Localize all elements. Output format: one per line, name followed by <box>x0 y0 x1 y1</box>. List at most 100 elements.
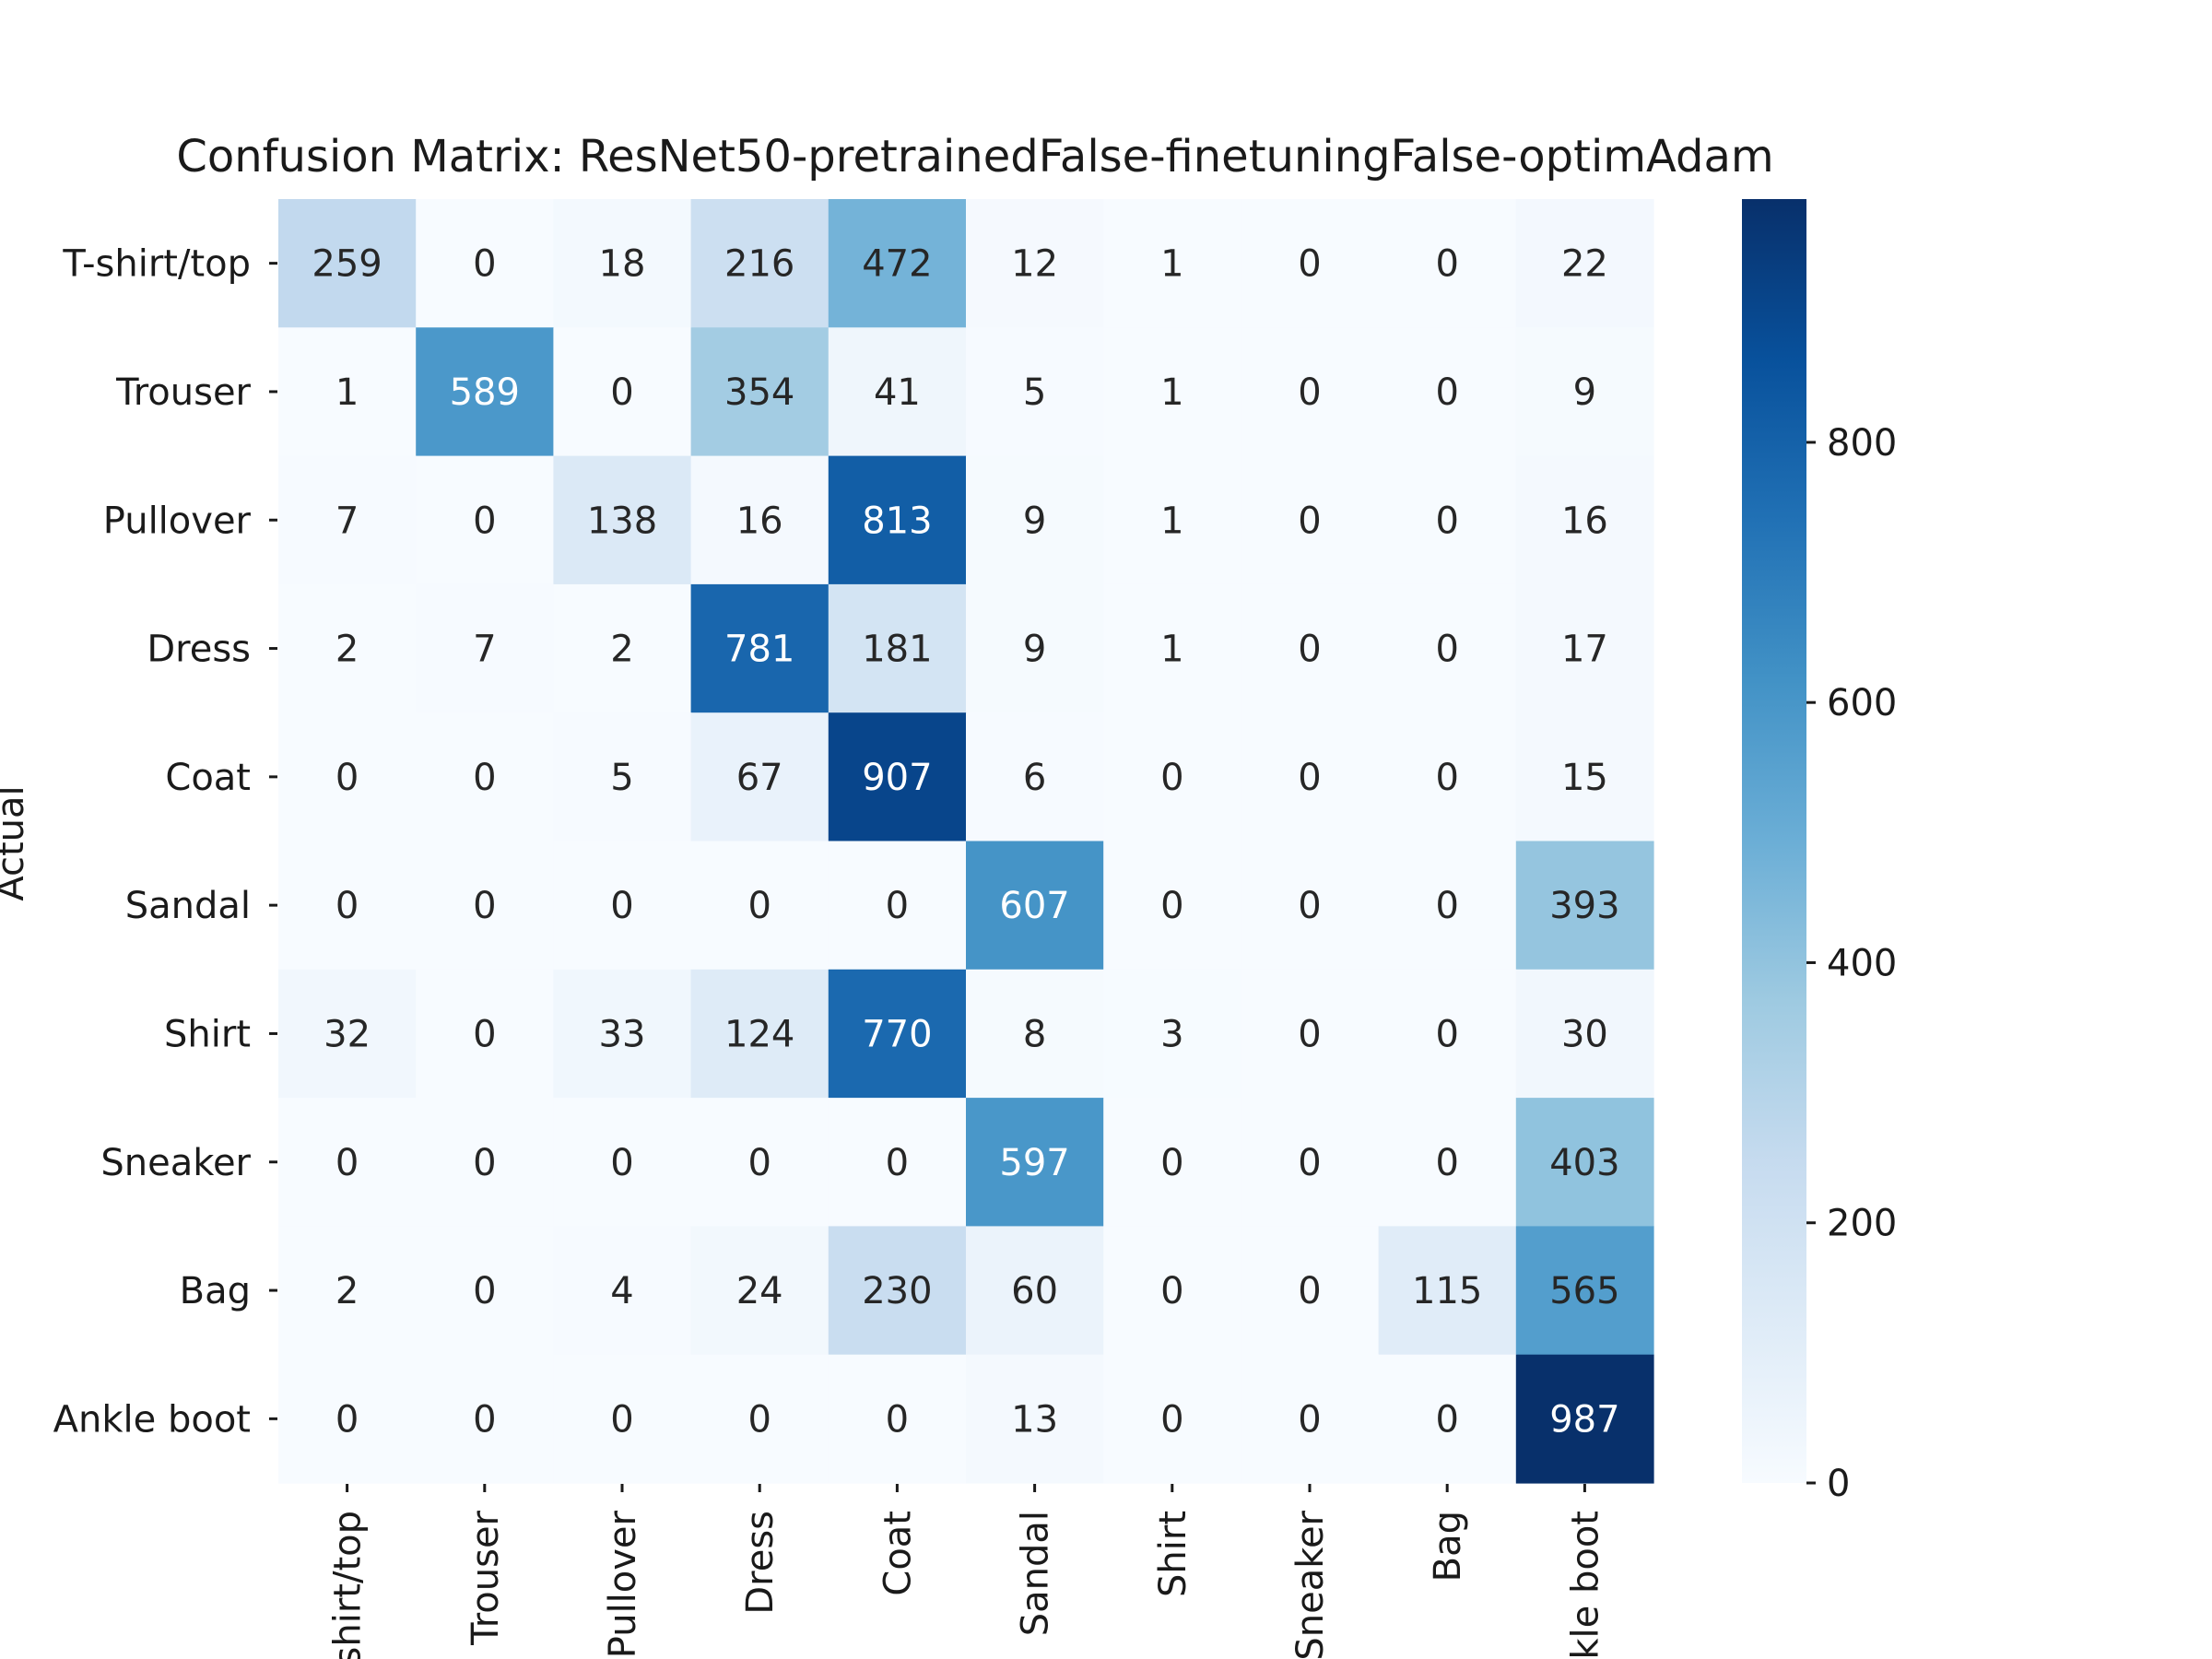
heatmap-cell <box>1241 712 1380 842</box>
row-tick-label: Trouser <box>115 371 251 414</box>
heatmap-cell <box>828 841 967 971</box>
cell-value-label: 393 <box>1549 885 1619 927</box>
cell-value-label: 0 <box>335 1142 359 1184</box>
cell-value-label: 32 <box>324 1013 371 1055</box>
cell-value-label: 9 <box>1023 500 1046 542</box>
heatmap-cell <box>1103 455 1241 585</box>
heatmap-cell <box>1103 841 1241 971</box>
heatmap-cell <box>278 1098 417 1227</box>
cell-value-label: 16 <box>1561 500 1608 542</box>
colorbar-gradient <box>1742 199 1806 1483</box>
colorbar: 0 200 400 600 800 <box>1742 199 1897 1505</box>
heatmap-cell <box>828 583 967 713</box>
cell-value-label: 4 <box>610 1270 633 1312</box>
column-tick-label: Sandal <box>1015 1511 1057 1636</box>
heatmap-cell <box>416 1098 554 1227</box>
cell-value-label: 5 <box>610 757 633 799</box>
colorbar-tick-label: 0 <box>1827 1463 1850 1505</box>
heatmap-cell <box>828 1226 967 1356</box>
heatmap-cell <box>416 199 554 328</box>
cell-value-label: 1 <box>1160 243 1183 286</box>
heatmap-cell <box>553 199 692 328</box>
cell-value-label: 8 <box>1023 1013 1046 1055</box>
row-tick-label: Ankle boot <box>53 1398 251 1441</box>
heatmap-cell <box>1515 1098 1654 1227</box>
heatmap-cell <box>1103 969 1241 1099</box>
cell-value-label: 17 <box>1561 629 1608 671</box>
cell-value-label: 2 <box>610 629 633 671</box>
cell-value-label: 589 <box>450 371 520 414</box>
heatmap-cell <box>1515 969 1654 1099</box>
heatmap-cell <box>1515 841 1654 971</box>
row-tick-label: Sneaker <box>100 1142 251 1184</box>
cell-value-label: 0 <box>1298 629 1321 671</box>
heatmap-cell <box>1103 327 1241 457</box>
heatmap-cell <box>1378 1354 1517 1484</box>
heatmap-cell <box>966 1098 1104 1227</box>
cell-value-label: 472 <box>862 243 932 286</box>
heatmap-cell <box>1103 1354 1241 1484</box>
chart-title: Confusion Matrix: ResNet50-pretrainedFal… <box>176 131 1773 182</box>
heatmap-cell <box>690 841 830 971</box>
heatmap-cell <box>416 583 554 713</box>
column-tick-label: Ankle boot <box>1564 1511 1606 1659</box>
heatmap-cell <box>690 1354 830 1484</box>
heatmap-cell <box>553 969 692 1099</box>
heatmap-cell <box>1378 199 1517 328</box>
heatmap-cell <box>828 455 967 585</box>
column-tick-label: Coat <box>877 1511 919 1596</box>
heatmap-cell <box>966 841 1104 971</box>
heatmap-cell <box>690 327 830 457</box>
row-tick-label: Pullover <box>103 500 252 542</box>
cell-value-label: 0 <box>473 885 496 927</box>
cell-value-label: 2 <box>335 1270 359 1312</box>
heatmap-cell <box>1515 1226 1654 1356</box>
cell-value-label: 0 <box>1298 500 1321 542</box>
heatmap-cell <box>1103 1098 1241 1227</box>
heatmap-cell <box>1103 199 1241 328</box>
cell-value-label: 770 <box>862 1013 932 1055</box>
heatmap-cell <box>1103 712 1241 842</box>
row-tick-label: Bag <box>180 1270 251 1312</box>
cell-value-label: 1 <box>1160 371 1183 414</box>
heatmap-cell <box>553 583 692 713</box>
cell-value-label: 565 <box>1549 1270 1619 1312</box>
colorbar-tick-label: 200 <box>1827 1203 1897 1245</box>
cell-value-label: 0 <box>473 500 496 542</box>
heatmap-cell <box>278 199 417 328</box>
heatmap-cell <box>966 1354 1104 1484</box>
cell-value-label: 0 <box>473 1013 496 1055</box>
row-tick-label: Shirt <box>164 1013 251 1055</box>
heatmap-cell <box>278 1226 417 1356</box>
heatmap-cell <box>828 1098 967 1227</box>
row-tick-label: Coat <box>165 757 251 799</box>
heatmap-cell <box>1241 969 1380 1099</box>
heatmap-cell <box>416 1226 554 1356</box>
heatmap-cell <box>416 455 554 585</box>
cell-value-label: 813 <box>862 500 932 542</box>
cell-value-label: 0 <box>1298 1013 1321 1055</box>
heatmap-cell <box>416 327 554 457</box>
column-tick-label: Shirt <box>1152 1511 1194 1597</box>
cell-value-label: 907 <box>862 757 932 799</box>
cell-value-label: 12 <box>1011 243 1058 286</box>
row-tick-label: Dress <box>147 629 251 671</box>
column-tick-labels: T-shirt/top Trouser Pullover Dress Coat Sanda… <box>327 1484 1606 1659</box>
cell-value-label: 33 <box>599 1013 646 1055</box>
cell-value-label: 0 <box>1435 757 1458 799</box>
cell-value-label: 0 <box>473 1398 496 1441</box>
cell-value-label: 67 <box>736 757 783 799</box>
heatmap-cell <box>1378 327 1517 457</box>
cell-value-label: 0 <box>1435 500 1458 542</box>
heatmap-cell <box>1515 455 1654 585</box>
column-tick-label: Pullover <box>602 1510 644 1658</box>
column-tick-label: Bag <box>1427 1511 1469 1582</box>
cell-value-label: 597 <box>999 1142 1069 1184</box>
heatmap-cell <box>278 327 417 457</box>
heatmap-cell <box>553 712 692 842</box>
heatmap-cell <box>1241 583 1380 713</box>
cell-value-label: 3 <box>1160 1013 1183 1055</box>
heatmap-cell <box>1515 199 1654 328</box>
cell-value-label: 0 <box>1435 629 1458 671</box>
